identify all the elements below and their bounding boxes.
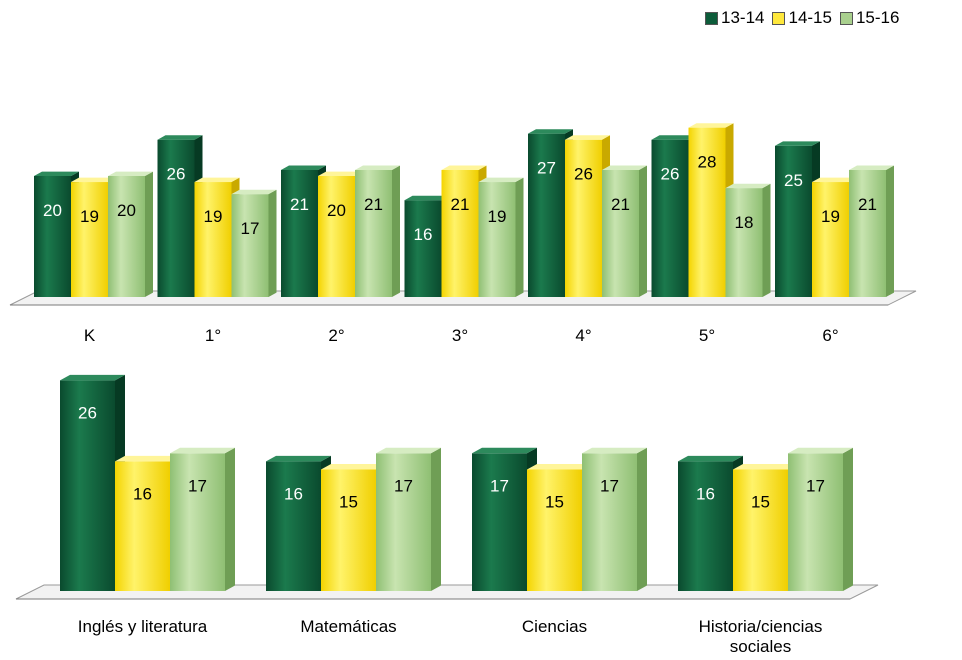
category-label-ingl-s-y-literatura: Inglés y literatura — [78, 617, 208, 636]
value-label-5-13-14: 26 — [661, 165, 680, 184]
legend-item-14-15: 14-15 — [772, 8, 832, 28]
legend-label-14-15: 14-15 — [788, 8, 832, 27]
value-label-ingl-s-y-literatura-14-15: 16 — [133, 484, 152, 503]
legend-swatch-14-15 — [772, 11, 786, 25]
value-label-6-14-15: 19 — [821, 207, 840, 226]
category-label-4: 4° — [575, 326, 591, 345]
value-label-historia-ciencias-sociales-14-15: 15 — [751, 493, 770, 512]
value-label-matem-ticas-15-16: 17 — [394, 476, 413, 495]
value-label-1-13-14: 26 — [167, 165, 186, 184]
legend-swatch-13-14 — [705, 11, 718, 25]
bar-historia-ciencias-sociales-14-15 — [733, 464, 798, 591]
value-label-ingl-s-y-literatura-13-14: 26 — [78, 403, 97, 422]
bar-1-15-16 — [231, 189, 277, 297]
value-label-ciencias-15-16: 17 — [600, 476, 619, 495]
value-label-6-15-16: 21 — [858, 195, 877, 214]
bar-6-15-16 — [849, 165, 894, 297]
category-label-1: 1° — [205, 326, 221, 345]
legend-label-13-14: 13-14 — [721, 8, 765, 27]
legend-item-13-14: 13-14 — [705, 8, 764, 28]
value-label-2-15-16: 21 — [364, 195, 383, 214]
value-label-1-15-16: 17 — [241, 219, 260, 238]
value-label-ciencias-13-14: 17 — [490, 476, 509, 495]
bar-historia-ciencias-sociales-15-16 — [788, 447, 853, 591]
value-label-4-15-16: 21 — [611, 195, 630, 214]
bar-ingl-s-y-literatura-15-16 — [170, 447, 235, 591]
value-label-1-14-15: 19 — [204, 207, 223, 226]
bar-matem-ticas-15-16 — [376, 447, 441, 591]
value-label-k-15-16: 20 — [117, 201, 136, 220]
value-label-k-14-15: 19 — [80, 207, 99, 226]
bar-3-15-16 — [478, 177, 524, 297]
value-label-historia-ciencias-sociales-15-16: 17 — [806, 476, 825, 495]
value-label-ingl-s-y-literatura-15-16: 17 — [188, 476, 207, 495]
category-label-matem-ticas: Matemáticas — [300, 617, 396, 636]
value-label-historia-ciencias-sociales-13-14: 16 — [696, 484, 715, 503]
bar-5-15-16 — [725, 183, 771, 297]
value-label-3-15-16: 19 — [488, 207, 507, 226]
chart-subjects: 26 16 17 Inglés y literatura 16 15 17 Matemátic… — [15, 374, 879, 656]
value-label-5-14-15: 28 — [698, 153, 717, 172]
value-label-2-14-15: 20 — [327, 201, 346, 220]
bar-ciencias-15-16 — [582, 447, 647, 591]
value-label-3-13-14: 16 — [414, 225, 433, 244]
category-label-ciencias: Ciencias — [522, 617, 587, 636]
value-label-matem-ticas-14-15: 15 — [339, 493, 358, 512]
value-label-4-14-15: 26 — [574, 165, 593, 184]
category-label-historia-ciencias-sociales: Historia/ciencias — [699, 617, 823, 636]
bar-k-15-16 — [108, 171, 153, 297]
chart-legend: 13-14 14-15 15-16 — [705, 8, 899, 28]
category-label-historia-ciencias-sociales: sociales — [730, 637, 791, 656]
category-label-2: 2° — [328, 326, 344, 345]
value-label-matem-ticas-13-14: 16 — [284, 484, 303, 503]
category-label-5: 5° — [699, 326, 715, 345]
chart-grades: 20 19 20 K 26 19 17 1° 21 20 21 2° 16 21 19 3° 27 26 21 4° 2… — [9, 123, 917, 345]
legend-swatch-15-16 — [839, 11, 853, 25]
category-label-k: K — [84, 326, 96, 345]
value-label-6-13-14: 25 — [784, 171, 803, 190]
category-label-6: 6° — [822, 326, 838, 345]
value-label-5-15-16: 18 — [735, 213, 754, 232]
value-label-2-13-14: 21 — [290, 195, 309, 214]
bar-2-15-16 — [355, 165, 400, 297]
category-label-3: 3° — [452, 326, 468, 345]
bar-4-15-16 — [602, 165, 647, 297]
value-label-k-13-14: 20 — [43, 201, 62, 220]
value-label-3-14-15: 21 — [451, 195, 470, 214]
value-label-4-13-14: 27 — [537, 159, 556, 178]
legend-label-15-16: 15-16 — [855, 8, 900, 27]
bar-4-13-14 — [528, 129, 573, 297]
legend-item-15-16: 15-16 — [839, 8, 900, 28]
value-label-ciencias-14-15: 15 — [545, 493, 564, 512]
